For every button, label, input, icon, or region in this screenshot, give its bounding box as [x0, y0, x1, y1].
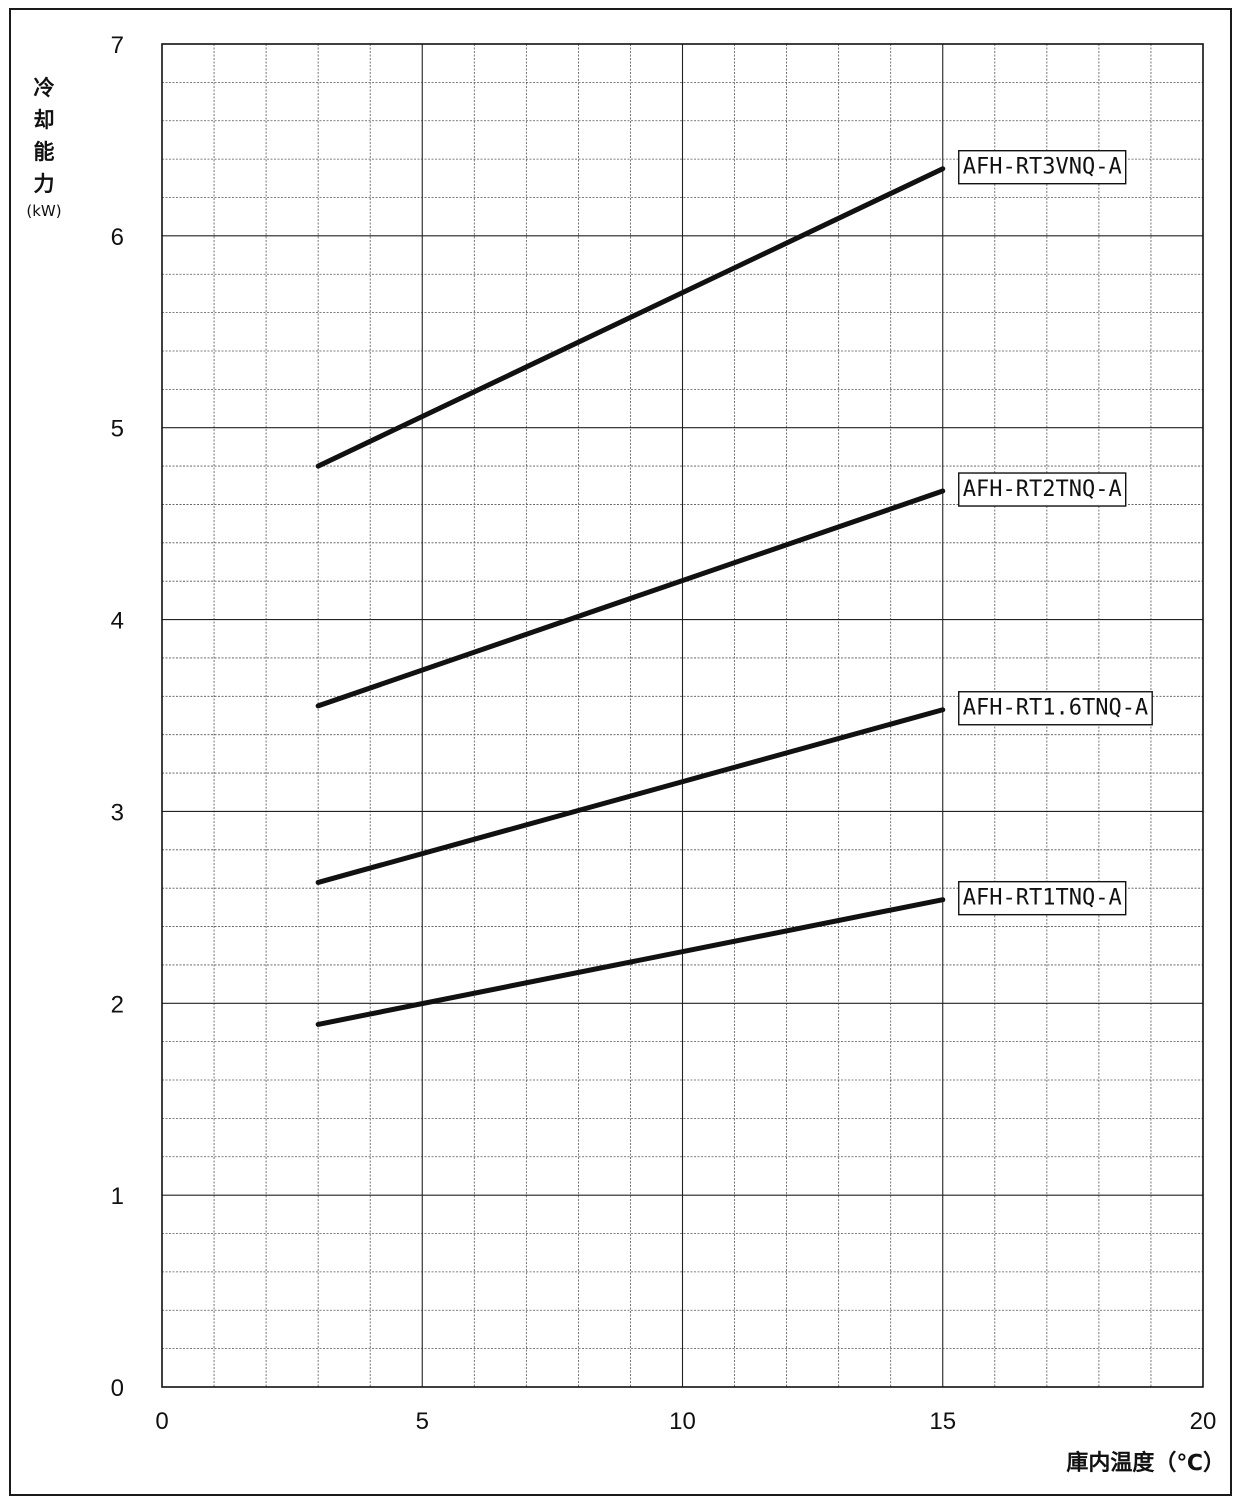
x-tick-label: 15 — [929, 1408, 956, 1435]
y-axis-unit: (kW) — [26, 202, 62, 220]
chart-frame — [9, 8, 1232, 1496]
series-label: AFH-RT1TNQ-A — [963, 886, 1122, 911]
series-label: AFH-RT2TNQ-A — [963, 477, 1122, 502]
series-label-box — [958, 880, 1127, 916]
series-label: AFH-RT3VNQ-A — [963, 155, 1122, 180]
y-tick-label: 3 — [111, 799, 124, 826]
x-tick-label: 5 — [416, 1408, 429, 1435]
y-tick-label: 5 — [111, 416, 124, 443]
y-axis-label-char-4: 力 — [33, 172, 55, 196]
series-line — [315, 897, 946, 1027]
series-label-box — [958, 150, 1127, 185]
x-axis-label: 庫内温度（℃） — [1066, 1451, 1225, 1476]
y-tick-label: 1 — [111, 1183, 124, 1210]
y-tick-label: 0 — [111, 1375, 124, 1402]
y-axis-label-char-3: 能 — [33, 140, 55, 164]
y-axis-label-char-1: 冷 — [33, 76, 55, 100]
x-tick-label: 20 — [1190, 1408, 1217, 1435]
series-label-box — [958, 472, 1127, 507]
y-tick-label: 7 — [111, 32, 124, 59]
y-tick-label: 4 — [111, 608, 124, 635]
plot-area-border — [161, 43, 1204, 1388]
series-line — [315, 488, 946, 709]
y-axis-label: 冷 却 能 力 (kW) — [14, 72, 74, 224]
series-label-box — [958, 691, 1153, 726]
y-tick-label: 6 — [111, 224, 124, 251]
y-tick-label: 2 — [111, 991, 124, 1018]
series-label: AFH-RT1.6TNQ-A — [963, 696, 1148, 721]
x-tick-label: 10 — [669, 1408, 696, 1435]
x-tick-label: 0 — [155, 1408, 168, 1435]
y-axis-label-char-2: 却 — [33, 108, 55, 132]
series-line — [315, 166, 946, 469]
series-line — [315, 707, 946, 885]
